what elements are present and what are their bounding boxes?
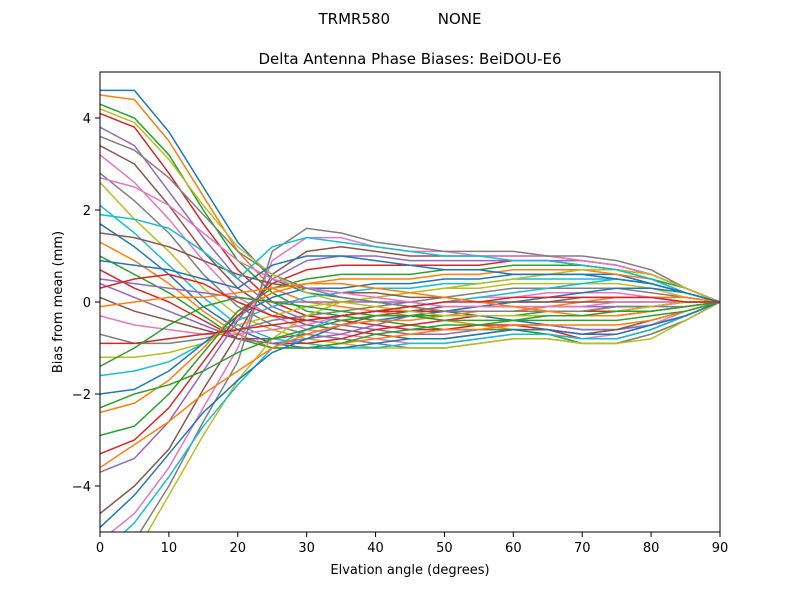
- series-line-22: [100, 269, 720, 414]
- y-tick-label: 0: [83, 296, 91, 311]
- y-tick-label: 4: [83, 112, 91, 127]
- x-axis-label: Elvation angle (degrees): [330, 563, 489, 578]
- x-tick-label: 10: [161, 541, 178, 556]
- x-tick-label: 30: [298, 541, 315, 556]
- y-tick-label: 2: [83, 204, 91, 219]
- series-line-41: [100, 255, 720, 303]
- series-layer: [100, 89, 720, 532]
- series-line-33: [100, 301, 720, 409]
- y-axis-label: Bias from mean (mm): [51, 231, 66, 373]
- series-line-40: [100, 213, 720, 303]
- y-tick-label: −2: [72, 388, 91, 403]
- x-tick-label: 50: [436, 541, 453, 556]
- x-tick-label: 0: [96, 541, 104, 556]
- chart-title: Delta Antenna Phase Biases: BeiDOU-E6: [259, 50, 562, 68]
- x-tick-label: 20: [230, 541, 247, 556]
- chart-suptitle: TRMR580 NONE: [318, 10, 482, 28]
- series-line-9: [100, 181, 720, 349]
- x-tick-label: 70: [574, 541, 591, 556]
- series-line-28: [139, 227, 720, 532]
- series-line-12: [100, 241, 720, 349]
- y-tick-label: −4: [72, 480, 91, 495]
- series-line-42: [100, 282, 720, 317]
- series-line-37: [100, 177, 720, 308]
- y-axis: −4 −2 0 2 4: [72, 112, 100, 495]
- x-tick-label: 80: [643, 541, 660, 556]
- x-tick-label: 40: [367, 541, 384, 556]
- series-line-4: [100, 112, 720, 340]
- x-tick-label: 60: [505, 541, 522, 556]
- series-line-43: [100, 296, 720, 368]
- series-line-13: [100, 255, 720, 349]
- series-line-29: [146, 269, 720, 532]
- x-axis: 0 10 20 30 40 50 60 70 80 90: [96, 532, 728, 556]
- x-tick-label: 90: [712, 541, 729, 556]
- series-line-44: [100, 273, 720, 322]
